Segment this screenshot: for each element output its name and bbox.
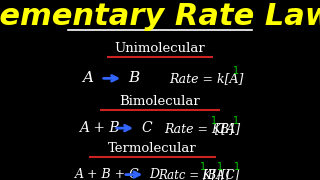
Text: Termolecular: Termolecular — [108, 142, 197, 155]
Text: 1: 1 — [217, 162, 223, 172]
Text: [C]: [C] — [220, 168, 239, 180]
Text: Bimolecular: Bimolecular — [120, 95, 200, 108]
Text: A: A — [82, 71, 93, 85]
Text: A + B: A + B — [79, 121, 119, 135]
Text: Elementary Rate Laws: Elementary Rate Laws — [0, 3, 320, 31]
Text: 1: 1 — [234, 162, 240, 172]
Text: C: C — [141, 121, 152, 135]
Text: [B]: [B] — [204, 168, 221, 180]
Text: Ratc = K[A]: Ratc = K[A] — [158, 168, 229, 180]
Text: B: B — [129, 71, 140, 85]
Text: 1: 1 — [200, 162, 206, 172]
Text: D: D — [149, 168, 159, 180]
Text: 1: 1 — [233, 116, 239, 126]
Text: 1: 1 — [233, 66, 239, 76]
Text: Rate = k[A]: Rate = k[A] — [169, 72, 244, 85]
Text: 1: 1 — [211, 116, 217, 126]
Text: [B]: [B] — [214, 122, 233, 135]
Text: Unimolecular: Unimolecular — [115, 42, 205, 55]
Text: Rate = K[A]: Rate = K[A] — [164, 122, 240, 135]
Text: A + B + C: A + B + C — [75, 168, 140, 180]
